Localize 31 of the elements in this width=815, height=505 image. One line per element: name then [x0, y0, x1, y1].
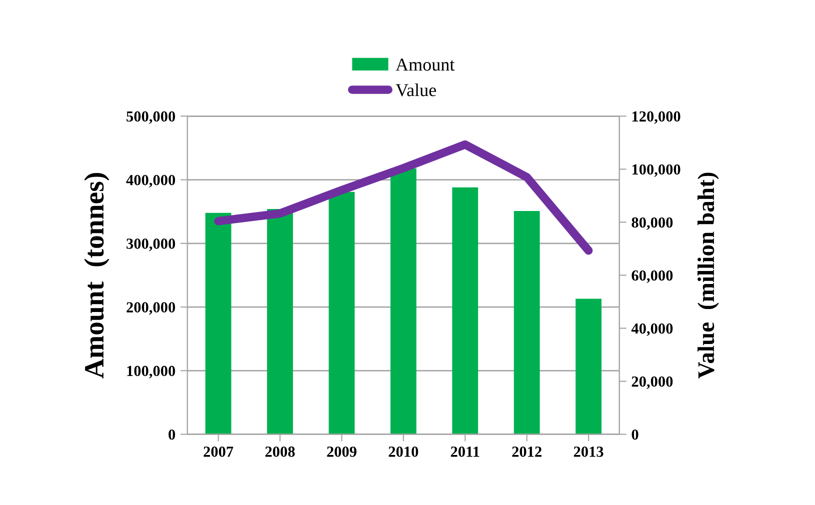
y-tick-label: 200,000: [126, 302, 176, 315]
x-tick-label: 2007: [204, 446, 234, 457]
bar: [390, 168, 416, 434]
y-axis-title: Amount (tonnes): [84, 173, 110, 378]
x-tick-label: 2013: [574, 446, 604, 457]
y2-tick-label: 80,000: [632, 217, 673, 230]
bar: [328, 192, 355, 434]
x-tick-label: 2010: [388, 446, 418, 457]
legend-label: Value: [396, 84, 436, 96]
bar: [576, 298, 602, 434]
bar: [514, 210, 540, 434]
y2-tick-label: 0: [632, 429, 638, 440]
y2-axis-title: Value (million baht): [698, 172, 719, 378]
y-tick-label: 100,000: [127, 366, 176, 378]
y2-tick-label: 100,000: [632, 164, 680, 177]
y2-tick-label: 120,000: [632, 111, 680, 124]
x-tick-label: 2008: [265, 446, 295, 457]
bar: [267, 209, 293, 434]
bar: [452, 187, 478, 434]
bar: [205, 212, 232, 434]
y-tick-label: 400,000: [126, 174, 176, 188]
x-tick-label: 2012: [512, 446, 542, 457]
y2-tick-label: 60,000: [632, 270, 673, 283]
legend-label: Amount: [396, 58, 455, 71]
x-tick-label: 2011: [450, 446, 480, 457]
x-tick-label: 2009: [327, 446, 356, 457]
y-tick-label: 0: [168, 429, 176, 440]
y-tick-label: 500,000: [126, 111, 176, 124]
y-tick-label: 300,000: [126, 238, 176, 252]
y2-tick-label: 40,000: [631, 323, 673, 336]
y2-tick-label: 20,000: [632, 376, 673, 389]
